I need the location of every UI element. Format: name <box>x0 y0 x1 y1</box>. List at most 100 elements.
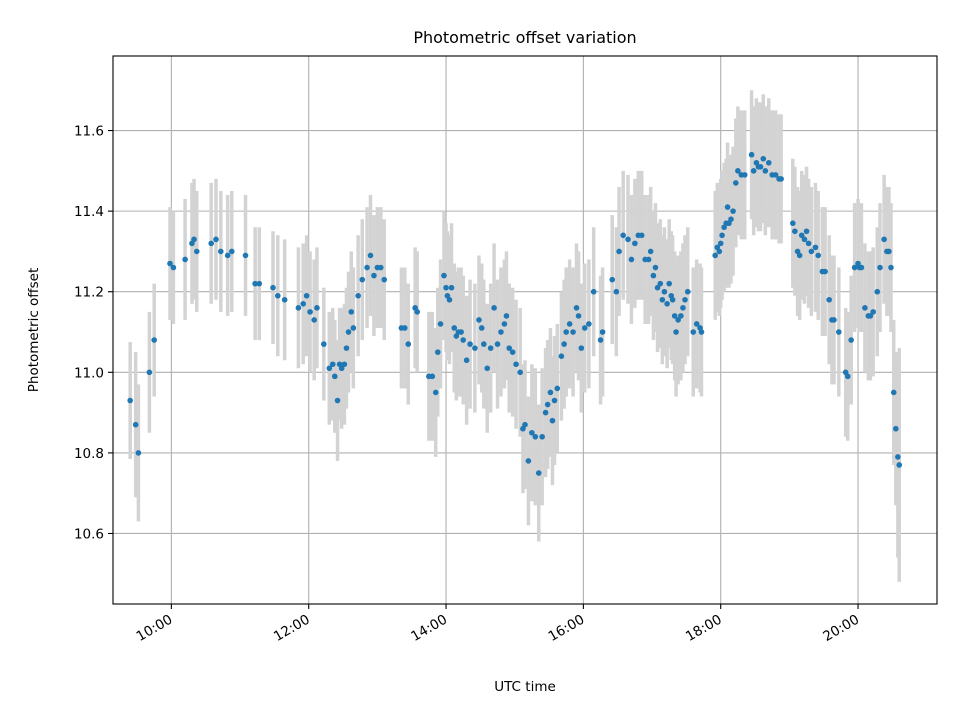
data-point <box>650 272 657 279</box>
data-point <box>573 305 580 311</box>
data-point <box>609 276 616 283</box>
data-point <box>792 228 798 235</box>
data-point <box>341 361 348 368</box>
data-point <box>724 204 731 210</box>
data-point <box>434 349 441 355</box>
data-point <box>680 305 686 311</box>
data-point <box>669 296 676 303</box>
data-point <box>478 325 485 331</box>
data-point <box>886 248 892 255</box>
data-point <box>539 433 545 440</box>
data-point <box>712 252 719 259</box>
data-point <box>815 252 822 259</box>
data-point <box>895 454 901 460</box>
data-point <box>549 417 556 424</box>
data-point <box>343 345 350 351</box>
data-point <box>874 288 881 295</box>
data-point <box>348 309 355 315</box>
data-point <box>597 337 604 343</box>
data-point <box>242 252 249 259</box>
y-tick-label: 11.2 <box>74 285 104 301</box>
data-point <box>331 373 338 380</box>
data-point <box>893 425 899 432</box>
data-point <box>890 389 897 396</box>
data-point <box>487 345 494 351</box>
data-point <box>682 296 688 303</box>
data-point <box>378 264 384 271</box>
data-point <box>127 397 133 404</box>
data-point <box>760 155 767 162</box>
data-point <box>765 159 772 166</box>
data-point <box>664 301 670 307</box>
data-point <box>620 232 626 239</box>
data-point <box>326 365 333 372</box>
data-point <box>228 248 235 255</box>
data-point <box>801 236 808 243</box>
data-point <box>657 280 664 287</box>
data-point <box>476 317 482 323</box>
data-point <box>218 248 224 255</box>
data-point <box>805 240 812 247</box>
data-point <box>405 341 412 347</box>
data-point <box>494 341 501 347</box>
data-point <box>590 288 597 295</box>
data-point <box>826 296 832 303</box>
data-point <box>501 321 508 327</box>
data-point <box>132 421 139 428</box>
data-point <box>733 180 739 186</box>
chart-title: Photometric offset variation <box>413 28 636 47</box>
data-point <box>513 361 519 368</box>
data-point <box>414 309 420 315</box>
data-point <box>803 228 810 235</box>
data-point <box>717 240 724 247</box>
data-point <box>888 264 894 271</box>
data-point <box>778 176 784 182</box>
data-point <box>182 256 188 263</box>
data-point <box>506 345 513 351</box>
data-point <box>193 248 200 255</box>
data-point <box>836 329 842 335</box>
data-point <box>625 236 631 243</box>
data-points <box>127 151 903 476</box>
data-point <box>498 329 504 335</box>
data-point <box>509 349 516 355</box>
data-point <box>275 292 281 299</box>
data-point <box>321 341 327 347</box>
data-point <box>517 369 523 376</box>
data-point <box>525 458 532 464</box>
data-point <box>338 365 345 372</box>
data-point <box>858 264 865 271</box>
data-point <box>544 401 551 408</box>
data-point <box>848 337 854 343</box>
data-point <box>757 164 764 170</box>
data-point <box>359 276 366 283</box>
data-point <box>547 389 554 396</box>
data-point <box>881 236 887 243</box>
data-point <box>529 429 535 436</box>
data-point <box>345 329 352 335</box>
data-point <box>690 329 697 335</box>
data-point <box>748 151 755 158</box>
data-point <box>566 321 573 327</box>
data-point <box>303 292 310 299</box>
data-point <box>558 353 565 359</box>
data-point <box>467 341 473 347</box>
data-point <box>831 317 837 323</box>
data-point <box>735 168 741 174</box>
data-point <box>448 284 455 291</box>
data-point <box>542 409 549 416</box>
y-axis-label: Photometric offset <box>26 268 42 392</box>
data-point <box>535 470 542 476</box>
data-point <box>311 317 317 323</box>
data-point <box>484 365 491 372</box>
data-point <box>350 325 357 331</box>
data-point <box>437 321 444 327</box>
data-point <box>812 244 819 251</box>
data-point <box>252 280 258 287</box>
data-point <box>762 168 769 174</box>
data-point <box>628 256 635 263</box>
data-point <box>441 272 447 279</box>
data-point <box>638 232 645 239</box>
data-point <box>307 309 313 315</box>
data-point <box>851 264 858 271</box>
